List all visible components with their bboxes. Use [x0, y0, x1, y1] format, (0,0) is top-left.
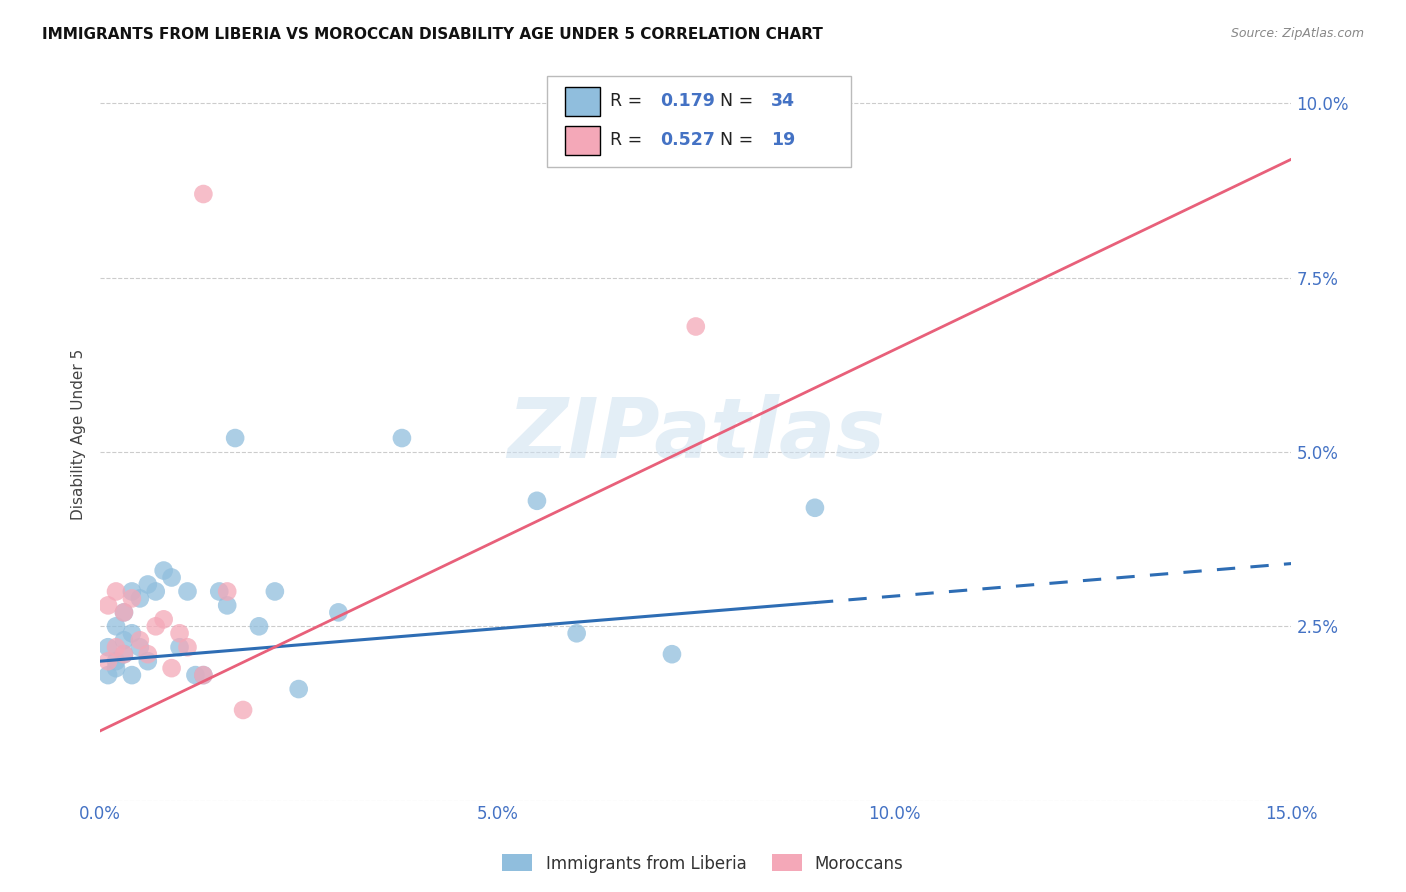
Text: 19: 19	[770, 131, 796, 149]
Point	[232, 703, 254, 717]
Point	[97, 668, 120, 682]
Point	[217, 599, 239, 613]
Point	[97, 654, 120, 668]
Point	[176, 584, 198, 599]
Point	[263, 584, 285, 599]
Point	[121, 626, 143, 640]
Point	[128, 633, 150, 648]
Point	[112, 606, 135, 620]
Text: Source: ZipAtlas.com: Source: ZipAtlas.com	[1230, 27, 1364, 40]
Y-axis label: Disability Age Under 5: Disability Age Under 5	[72, 349, 86, 520]
Text: IMMIGRANTS FROM LIBERIA VS MOROCCAN DISABILITY AGE UNDER 5 CORRELATION CHART: IMMIGRANTS FROM LIBERIA VS MOROCCAN DISA…	[42, 27, 823, 42]
Point	[224, 431, 246, 445]
Point	[176, 640, 198, 655]
Point	[247, 619, 270, 633]
Point	[97, 640, 120, 655]
Point	[217, 584, 239, 599]
Text: R =: R =	[610, 131, 648, 149]
Text: 0.179: 0.179	[659, 93, 714, 111]
Point	[121, 668, 143, 682]
Point	[160, 661, 183, 675]
Point	[128, 640, 150, 655]
Point	[565, 626, 588, 640]
Point	[112, 647, 135, 661]
FancyBboxPatch shape	[565, 87, 600, 116]
Point	[97, 599, 120, 613]
Point	[121, 591, 143, 606]
Point	[193, 187, 215, 202]
Point	[105, 640, 128, 655]
Point	[160, 570, 183, 584]
Point	[105, 654, 128, 668]
Point	[193, 668, 215, 682]
FancyBboxPatch shape	[547, 76, 851, 168]
Point	[661, 647, 683, 661]
Point	[136, 577, 159, 591]
Text: 0.527: 0.527	[659, 131, 714, 149]
Point	[804, 500, 827, 515]
FancyBboxPatch shape	[565, 126, 600, 155]
Text: N =: N =	[720, 93, 758, 111]
Point	[128, 591, 150, 606]
Point	[136, 654, 159, 668]
Point	[328, 606, 350, 620]
Point	[169, 626, 191, 640]
Point	[105, 619, 128, 633]
Text: R =: R =	[610, 93, 648, 111]
Text: 34: 34	[770, 93, 794, 111]
Point	[208, 584, 231, 599]
Point	[169, 640, 191, 655]
Point	[105, 584, 128, 599]
Point	[184, 668, 207, 682]
Point	[391, 431, 413, 445]
Point	[685, 319, 707, 334]
Point	[112, 633, 135, 648]
Point	[193, 668, 215, 682]
Point	[152, 612, 174, 626]
Point	[145, 619, 167, 633]
Point	[287, 681, 309, 696]
Point	[112, 606, 135, 620]
Point	[526, 493, 548, 508]
Point	[152, 564, 174, 578]
Point	[136, 647, 159, 661]
Point	[112, 647, 135, 661]
Legend: Immigrants from Liberia, Moroccans: Immigrants from Liberia, Moroccans	[496, 847, 910, 880]
Text: ZIPatlas: ZIPatlas	[506, 394, 884, 475]
Point	[105, 661, 128, 675]
Point	[145, 584, 167, 599]
Text: N =: N =	[720, 131, 758, 149]
Point	[121, 584, 143, 599]
